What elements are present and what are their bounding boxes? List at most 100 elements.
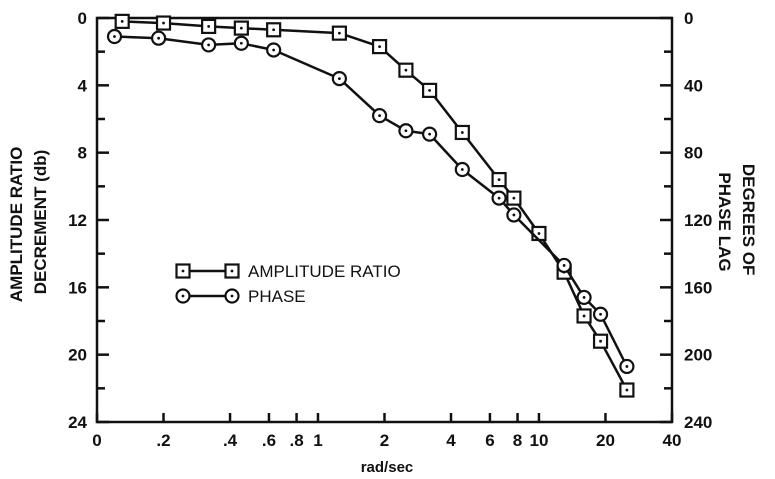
x-tick-label: .2 [156,431,170,450]
marker-dot [562,264,566,267]
marker-dot [230,269,234,273]
x-tick-label: .4 [223,431,238,450]
marker-dot [537,232,541,235]
marker-dot [404,129,408,133]
phase-data-point [576,289,592,306]
marker-dot [239,26,243,30]
phase-data-point [106,28,123,45]
axis-ticks [95,16,674,424]
amplitude-data-point [114,13,130,29]
x-tick-label: .6 [262,431,276,450]
marker-dot [120,19,124,23]
marker-dot [428,132,432,136]
left-tick-label: 4 [78,76,88,95]
legend-marker-amplitude [224,263,240,279]
amplitude-data-point [454,124,470,141]
marker-dot [460,131,464,134]
phase-series-line [114,35,629,368]
left-tick-label: 0 [78,9,87,28]
legend-marker-phase [224,288,240,304]
x-tick-label: 10 [529,431,548,450]
left-axis-title: AMPLITUDE RATIO DECREMENT (db) [7,142,50,302]
marker-dot [497,178,501,182]
marker-dot [207,25,211,28]
phase-data-point [398,123,414,139]
marker-dot [625,388,629,392]
phase-data-point [491,190,507,206]
marker-dot [599,339,602,343]
plot-frame [95,16,674,424]
right-tick-label: 240 [684,413,712,432]
right-axis-title-line-2: PHASE LAG [715,172,734,271]
right-tick-label: 80 [684,144,703,163]
phase-data-point [556,257,572,274]
amplitude-data-point [619,382,635,398]
amplitude-data-point [371,39,388,55]
data-series [106,13,635,398]
left-tick-label: 20 [68,346,87,365]
right-tick-label: 40 [684,76,703,95]
phase-data-point [233,35,249,51]
amplitude-data-point [266,22,282,38]
phase-data-point [422,126,438,142]
amplitude-data-point [331,25,347,41]
left-axis-title-line-2: DECREMENT (db) [31,150,50,294]
left-tick-label: 8 [78,144,87,163]
amplitude-data-point [398,62,414,78]
marker-dot [625,365,629,368]
right-axis-title: DEGREES OF PHASE LAG [715,164,758,280]
legend-label-amplitude: AMPLITUDE RATIO [248,262,401,281]
legend: AMPLITUDE RATIO PHASE [175,262,401,306]
amplitude-data-point [592,333,609,349]
phase-data-point [331,70,347,87]
amplitude-data-point [491,172,507,188]
marker-dot [157,36,160,40]
marker-dot [404,68,408,72]
marker-dot [378,45,381,49]
x-tick-label: 4 [446,431,456,450]
marker-dot [113,35,116,38]
x-tick-label: 8 [513,431,522,450]
marker-dot [512,196,516,200]
amplitude-data-point [233,20,249,36]
legend-label-phase: PHASE [248,287,306,306]
marker-dot [162,21,165,25]
right-tick-label: 0 [684,9,693,28]
phase-data-point [506,207,522,223]
x-tick-label: 20 [596,431,615,450]
phase-data-point [454,161,470,178]
x-axis-title: rad/sec [361,459,414,476]
left-tick-label: 24 [68,413,87,432]
tick-labels: 0.2.4.6.8 1 2 4 6 8 10 20 4004812162024040801201… [68,9,712,450]
phase-data-point [150,30,167,46]
amplitude-data-point [506,190,522,206]
right-tick-label: 160 [684,278,712,297]
marker-dot [181,269,185,273]
legend-marker-amplitude [175,263,191,279]
right-tick-label: 200 [684,346,712,365]
phase-data-point [371,108,388,124]
phase-data-point [592,306,609,322]
right-tick-label: 120 [684,211,712,230]
amplitude-data-point [155,15,172,31]
marker-dot [582,314,586,318]
amplitude-data-point [576,308,592,324]
marker-dot [512,213,516,217]
marker-dot [207,43,211,47]
marker-dot [599,312,602,316]
x-tick-label: 0 [92,431,101,450]
marker-dot [337,31,341,35]
marker-dot [181,294,185,298]
marker-dot [428,88,432,92]
marker-dot [378,114,381,118]
amplitude-data-point [201,18,217,35]
marker-dot [460,168,464,171]
marker-dot [337,77,341,80]
plot-border [95,16,674,424]
marker-dot [497,196,501,200]
phase-data-point [619,358,635,375]
phase-data-point [266,42,282,58]
marker-dot [272,48,276,52]
marker-dot [582,296,586,299]
